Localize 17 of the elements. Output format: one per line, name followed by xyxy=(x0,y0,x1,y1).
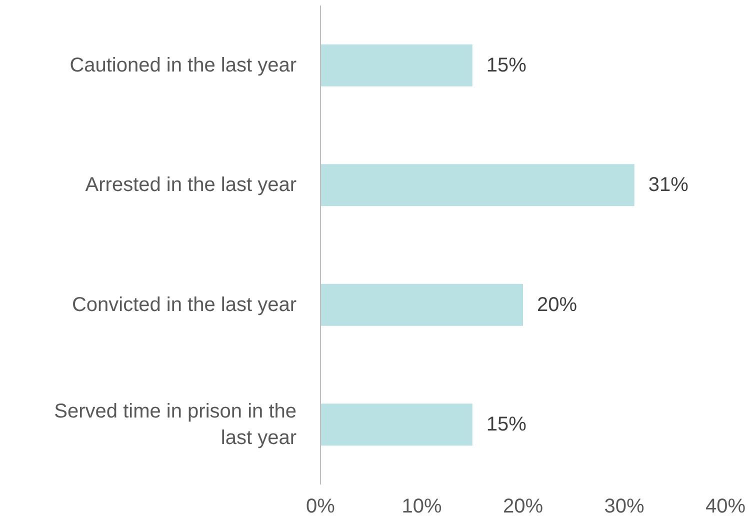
x-tick-label: 20% xyxy=(502,496,544,518)
bar xyxy=(320,404,472,446)
x-tick-label: 40% xyxy=(705,496,746,518)
x-tick-label: 10% xyxy=(402,496,442,518)
bar xyxy=(320,44,472,86)
bar xyxy=(320,284,523,326)
data-label: 20% xyxy=(537,294,578,316)
data-label: 31% xyxy=(648,174,689,196)
x-tick-label: 0% xyxy=(306,496,336,518)
y-tick-label: Arrested in the last year xyxy=(85,174,297,196)
data-label: 15% xyxy=(486,414,527,436)
data-label: 15% xyxy=(486,54,527,76)
y-tick-label: Cautioned in the last year xyxy=(70,54,297,76)
x-tick-label: 30% xyxy=(604,496,644,518)
y-tick-label: Served time in prison in the last year xyxy=(54,400,297,449)
y-tick-label: Convicted in the last year xyxy=(72,294,297,316)
bar xyxy=(320,164,634,206)
